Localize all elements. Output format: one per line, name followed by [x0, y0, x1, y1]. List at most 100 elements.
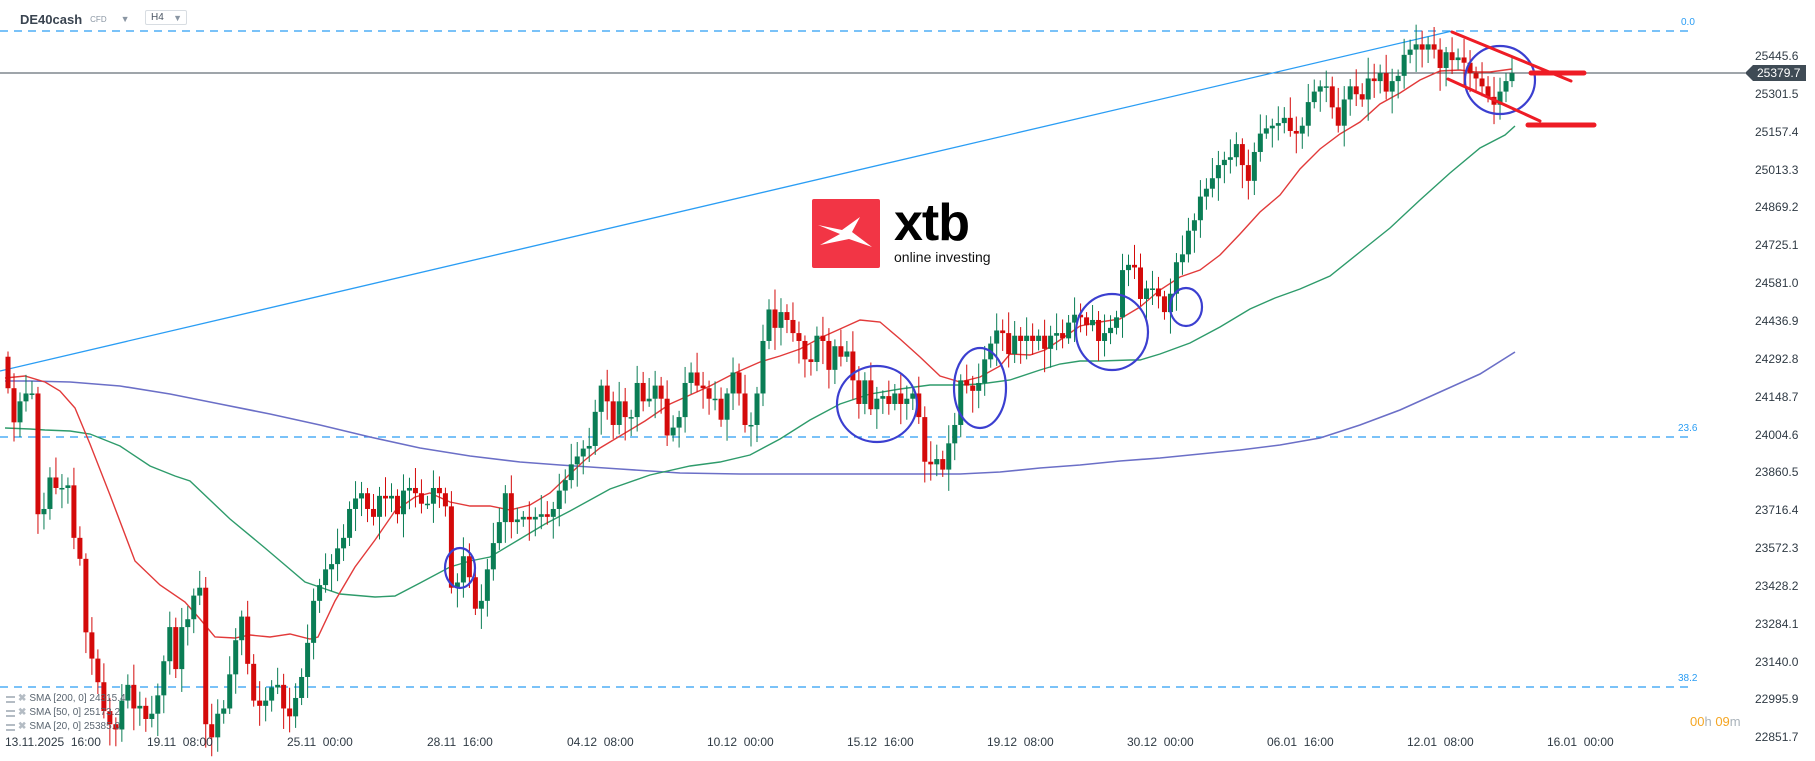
candle — [1323, 86, 1329, 88]
candle — [1263, 128, 1269, 134]
candle — [209, 724, 215, 738]
candle — [964, 380, 970, 386]
annotation-circle-5[interactable] — [1168, 286, 1204, 328]
annotation-circles[interactable] — [443, 44, 1537, 590]
candle — [814, 335, 820, 362]
legend-sma200: ✖ SMA [200, 0] 24315.4 — [6, 692, 126, 706]
candle — [227, 674, 233, 709]
candle — [1036, 335, 1042, 341]
time-axis-label: 04.12 08:00 — [567, 735, 634, 749]
candle — [580, 448, 586, 457]
timeframe-value: H4 — [151, 12, 164, 23]
instrument-type: CFD — [90, 14, 107, 24]
candle — [472, 577, 478, 609]
flag-pattern-lines[interactable] — [1446, 30, 1597, 128]
candle — [1000, 330, 1006, 334]
candle — [35, 393, 41, 515]
candle — [598, 385, 604, 412]
xtb-logo-mark — [812, 199, 880, 268]
annotation-circle-6[interactable] — [1463, 44, 1537, 116]
candle — [604, 385, 610, 402]
candle — [1233, 144, 1239, 158]
trendline[interactable] — [0, 30, 1453, 372]
candle — [904, 398, 910, 404]
candle — [1335, 107, 1341, 126]
price-axis-label: 22851.7 — [1755, 730, 1799, 745]
candle — [1149, 288, 1155, 290]
candle — [532, 516, 538, 520]
settings-icon[interactable] — [6, 709, 15, 717]
close-icon[interactable]: ✖ — [18, 721, 27, 732]
candle — [1509, 73, 1515, 82]
candle — [1353, 86, 1359, 95]
legend-sma20: ✖ SMA [20, 0] 25385.0 — [6, 720, 126, 734]
candle — [910, 393, 916, 399]
candle — [1449, 52, 1455, 61]
logo-tagline: online investing — [894, 249, 991, 265]
candle — [53, 477, 59, 488]
fibonacci-levels — [0, 30, 1690, 688]
settings-icon[interactable] — [6, 723, 15, 731]
candle — [700, 385, 706, 389]
annotation-circle-3[interactable] — [952, 346, 1008, 430]
candle — [406, 487, 412, 491]
candle — [730, 372, 736, 394]
candle — [646, 398, 652, 402]
close-icon[interactable]: ✖ — [18, 693, 27, 704]
candle — [341, 537, 347, 549]
candle — [808, 359, 814, 362]
candle — [436, 487, 442, 494]
settings-icon[interactable] — [6, 695, 15, 703]
candle — [245, 616, 251, 664]
candle — [281, 684, 287, 709]
annotation-circle-4[interactable] — [1074, 292, 1150, 372]
candle — [1401, 54, 1407, 76]
symbol-name[interactable]: DE40cash — [20, 11, 83, 27]
candle — [1143, 288, 1149, 299]
flag-lower-line[interactable] — [1446, 77, 1542, 123]
annotation-circle-1[interactable] — [443, 546, 477, 590]
time-axis-label: 10.12 00:00 — [707, 735, 774, 749]
candle — [101, 682, 107, 712]
candle — [221, 708, 227, 714]
candle — [155, 695, 161, 714]
close-icon[interactable]: ✖ — [18, 707, 27, 718]
candle — [1245, 165, 1251, 181]
candle — [1120, 270, 1126, 318]
candle — [1132, 264, 1138, 268]
annotation-circle-2[interactable] — [835, 364, 919, 444]
candle — [1329, 86, 1335, 108]
price-axis-label: 22995.9 — [1755, 692, 1799, 707]
candle — [1155, 288, 1161, 297]
candle — [1084, 317, 1090, 326]
price-axis-label: 24725.1 — [1755, 238, 1799, 253]
candle — [1479, 78, 1485, 87]
candle — [107, 711, 113, 725]
candle — [23, 393, 29, 402]
chevron-down-icon: ▼ — [173, 12, 182, 23]
candle — [77, 537, 83, 559]
candle — [694, 372, 700, 386]
candle — [778, 312, 784, 328]
candle — [1209, 178, 1215, 189]
candle — [1072, 314, 1078, 323]
timeframe-select[interactable]: H4 ▼ — [145, 10, 187, 25]
fib-label-23-6: 23.6 — [1678, 423, 1698, 434]
candle — [317, 585, 323, 601]
candle — [167, 627, 173, 662]
candle — [994, 330, 1000, 344]
fib-label-0: 0.0 — [1681, 17, 1695, 28]
timer-h-unit: h — [1704, 714, 1712, 729]
candle — [1461, 57, 1467, 63]
symbol-dropdown-icon[interactable]: ▼ — [120, 14, 130, 24]
candle — [400, 490, 406, 515]
price-axis-label: 24869.2 — [1755, 200, 1799, 215]
candle — [1497, 91, 1503, 105]
candle — [1407, 49, 1413, 55]
candle — [772, 309, 778, 328]
candle — [820, 335, 826, 341]
candle — [442, 493, 448, 507]
candle — [874, 398, 880, 410]
price-axis-label: 25445.6 — [1755, 49, 1799, 63]
